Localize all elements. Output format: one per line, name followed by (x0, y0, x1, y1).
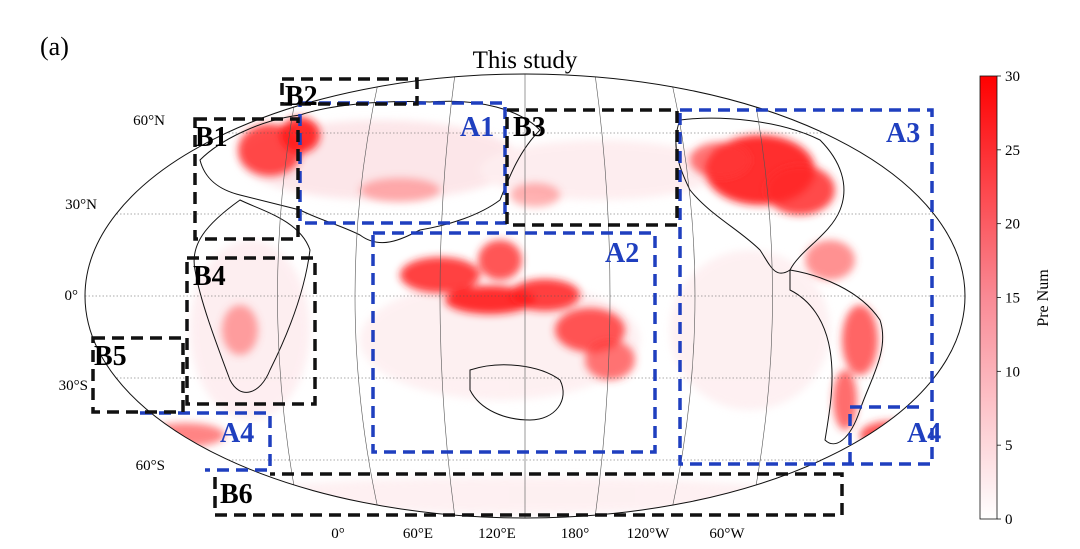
colorbar-tick-label: 10 (1005, 364, 1020, 380)
region-label-b1: B1 (195, 122, 228, 153)
lon-label-120e: 120°E (478, 526, 516, 542)
region-label-a2: A2 (605, 238, 639, 269)
lat-label-0: 0° (65, 288, 79, 304)
colorbar-tick-label: 20 (1005, 217, 1020, 233)
colorbar-tick-label: 0 (1005, 512, 1013, 528)
region-label-b4: B4 (193, 261, 226, 292)
graticule (85, 74, 965, 518)
region-label-b2: B2 (285, 81, 318, 112)
lon-label-0: 0° (331, 526, 345, 542)
colorbar-ticks: 0 5 10 15 20 25 30 (997, 69, 1020, 528)
region-label-b6: B6 (220, 479, 253, 510)
region-box-a3 (678, 108, 934, 466)
region-box-a4-west (140, 411, 272, 472)
region-box-a2 (371, 231, 657, 454)
region-label-a4-east: A4 (907, 418, 941, 449)
lon-label-180: 180° (561, 526, 590, 542)
lat-label-30s: 30°S (59, 378, 88, 394)
region-label-a3: A3 (886, 118, 920, 149)
colorbar-tick-label: 30 (1005, 69, 1020, 85)
region-label-b3: B3 (513, 112, 546, 143)
region-box-b2 (280, 77, 419, 106)
region-box-b5 (91, 336, 185, 414)
globe-outline (84, 73, 966, 519)
lon-label-120w: 120°W (627, 526, 670, 542)
lat-label-60n: 60°N (133, 113, 165, 129)
lon-label-60e: 60°E (403, 526, 433, 542)
region-label-a4-west: A4 (220, 418, 254, 449)
lat-label-30n: 30°N (65, 197, 97, 213)
colorbar-tick-label: 15 (1005, 291, 1020, 307)
panel-label: (a) (40, 32, 69, 61)
region-label-a1: A1 (460, 112, 494, 143)
map-body (85, 74, 965, 518)
region-box-b3 (505, 108, 679, 227)
colorbar-label: Pre Num (1035, 269, 1052, 327)
lon-label-60w: 60°W (709, 526, 745, 542)
region-label-b5: B5 (94, 341, 127, 372)
region-box-b4 (185, 256, 317, 406)
region-box-a4-east (848, 405, 920, 464)
colorbar-gradient (979, 75, 998, 520)
region-box-b1 (193, 117, 300, 241)
colorbar-tick-label: 5 (1005, 438, 1013, 454)
colorbar-tick-label: 25 (1005, 143, 1020, 159)
region-box-b6 (213, 472, 844, 517)
map-title: This study (473, 47, 578, 74)
lat-label-60s: 60°S (136, 458, 165, 474)
colorbar: 0 5 10 15 20 25 30 Pre Num (979, 69, 1052, 528)
coastlines (193, 100, 884, 445)
